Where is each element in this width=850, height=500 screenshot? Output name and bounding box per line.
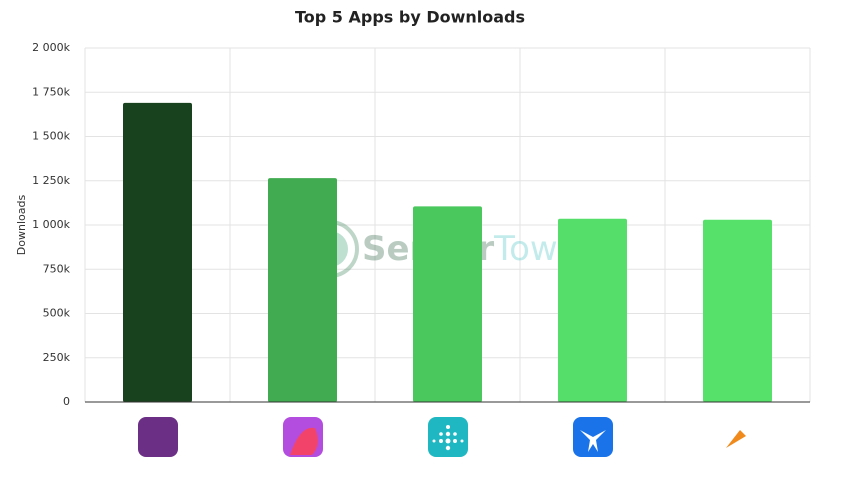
plot: 0 250k 500k 750k 1 000k 1 250k 1 500k 1 750k 2 0…	[32, 41, 811, 408]
y-tick-label: 500k	[43, 307, 71, 320]
y-axis-label: Downloads	[15, 195, 28, 256]
y-tick-label: 1 000k	[32, 218, 70, 231]
bar	[703, 219, 772, 402]
app-icon	[138, 417, 178, 457]
bar	[558, 218, 627, 402]
y-tick-label: 250k	[43, 351, 71, 364]
app-icon-glyph	[290, 427, 318, 455]
app-icon-glyph	[432, 425, 464, 451]
app-icon-glyph	[580, 430, 606, 452]
y-tick-label: 1 250k	[32, 174, 70, 187]
y-tick-label: 750k	[43, 262, 71, 275]
app-icons	[138, 417, 746, 457]
bar	[268, 178, 337, 402]
app-icon	[726, 430, 746, 448]
y-tick-label: 1 500k	[32, 130, 70, 143]
y-tick-label: 0	[63, 395, 70, 408]
y-tick-label: 2 000k	[32, 41, 70, 54]
chart-title: Top 5 Apps by Downloads	[295, 8, 525, 27]
y-tick-label: 1 750k	[32, 85, 70, 98]
bar	[123, 102, 192, 403]
app-icon	[428, 417, 468, 457]
bar	[413, 206, 482, 402]
